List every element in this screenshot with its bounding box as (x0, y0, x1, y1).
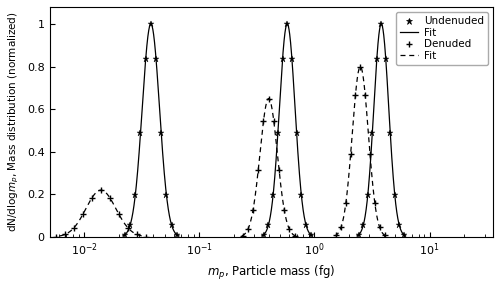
X-axis label: $m_p$, Particle mass (fg): $m_p$, Particle mass (fg) (207, 264, 336, 282)
Y-axis label: dN/dlog$m_p$, Mass distribution (normalized): dN/dlog$m_p$, Mass distribution (normali… (7, 12, 22, 232)
Legend: Undenuded, Fit, Denuded, Fit: Undenuded, Fit, Denuded, Fit (396, 12, 488, 65)
